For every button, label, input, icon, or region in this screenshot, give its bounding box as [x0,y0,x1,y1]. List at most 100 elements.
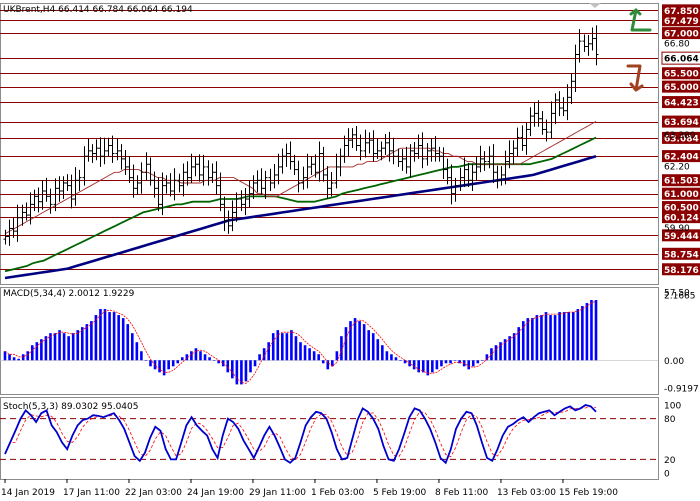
candle [462,157,467,187]
macd-bar [417,360,420,373]
candle [371,130,376,162]
macd-bar [130,333,134,361]
macd-bar [203,354,207,361]
macd-bar [149,360,152,367]
horizontal-levels [0,10,658,270]
level-label: 67.479 [664,17,699,27]
macd-bar [453,360,457,361]
candle [590,27,595,51]
candle [482,151,487,171]
candle [565,84,570,121]
macd-bar [562,312,566,361]
macd-bar [458,360,461,364]
candle [367,132,372,154]
macd-bar [281,333,284,361]
macd-bar [440,360,443,367]
macd-bar [194,348,198,361]
candle [379,141,384,161]
macd-bar [303,345,307,361]
macd-bar [344,327,348,361]
macd-bar [240,360,243,385]
macd-bar [390,354,393,361]
candle [243,188,248,216]
candle [206,160,211,186]
candle [177,173,182,193]
candle [292,154,297,175]
candle [73,167,78,206]
trend-arrows [589,3,652,92]
candle [396,148,401,167]
macd-bar [576,309,580,361]
candle [358,134,363,161]
macd-bar [426,360,430,376]
candle [123,150,128,175]
macd-bar [185,354,189,361]
macd-bar [221,360,225,367]
main-chart-title: UKBrent,H4 66.414 66.784 66.064 66.194 [3,5,193,15]
level-label-bg [662,14,700,27]
candle [48,188,53,214]
level-label-bg [662,4,700,17]
macd-bar [553,315,557,361]
macd-bar [512,333,516,361]
level-label-bg [662,263,700,276]
candle [495,165,500,189]
macd-bar [162,360,166,376]
macd-bar [499,342,502,361]
candle [218,172,223,212]
candle [317,141,322,182]
candle [354,125,359,151]
up-arrow-icon [629,8,652,32]
macd-bar [12,357,16,361]
candle [251,175,256,200]
level-label: 65.000 [664,83,699,93]
macd-bar [567,312,571,361]
level-label: 59.444 [664,232,699,242]
stochastic-lines [0,404,658,465]
scroll-marker-icon [589,3,601,8]
macd-bar [231,360,234,379]
macd-bar [544,312,548,361]
macd-bar [67,336,70,361]
level-label-bg [662,131,700,144]
x-tick-label: 5 Feb 19:00 [373,488,427,498]
macd-bar [103,309,107,361]
candle [458,167,463,192]
macd-tick-label: -0.9197 [664,385,699,395]
level-label: 60.500 [664,204,699,214]
macd-bar [167,360,170,370]
candle [540,110,545,135]
macd-bar [121,318,125,361]
candle [259,168,264,196]
macd-bar [531,318,534,361]
price-tick-label: 59.90 [664,224,690,234]
candle [20,204,25,226]
macd-bar [258,354,261,361]
level-label: 61.503 [664,177,699,187]
macd-bar [35,342,39,361]
level-label-bg [662,187,700,200]
macd-bar [340,336,343,361]
candle [515,127,520,157]
macd-bar [235,360,239,385]
candle [7,219,12,246]
candle [3,229,8,245]
candle [557,91,562,117]
macd-bar [212,360,216,361]
candle [181,163,186,197]
macd-bar [26,351,30,361]
candle [210,163,215,183]
candle [325,166,330,200]
candle [69,174,74,209]
macd-bar [594,300,598,361]
candle [573,44,578,92]
candle [276,153,281,185]
x-tick-label: 22 Jan 03:00 [125,488,182,498]
macd-bar [376,339,380,361]
macd-bar [58,330,61,361]
macd-bar [517,327,521,361]
candle [474,155,479,181]
macd-bar [349,321,352,361]
level-label: 66.064 [664,55,699,65]
macd-bar [540,315,543,361]
